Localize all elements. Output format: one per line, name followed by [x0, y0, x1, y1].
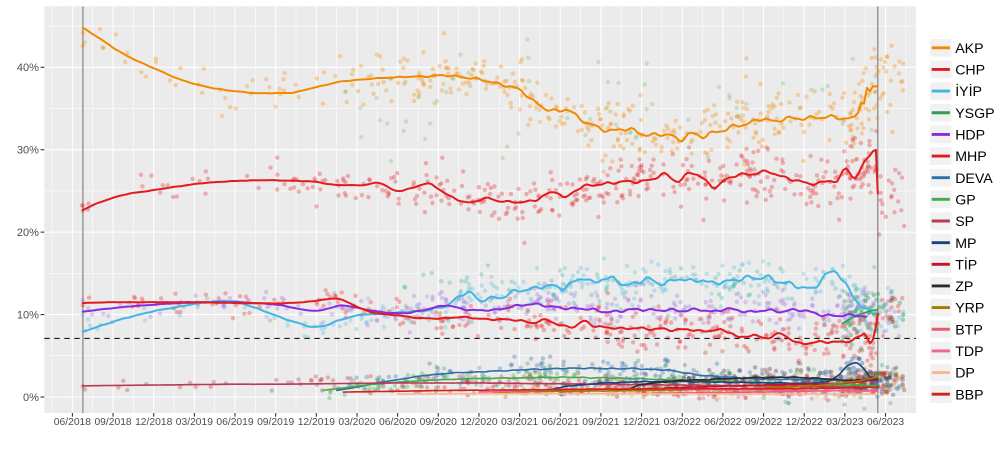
svg-text:03/2019: 03/2019 [176, 417, 213, 428]
svg-text:06/2021: 06/2021 [542, 417, 579, 428]
svg-text:YSGP: YSGP [955, 106, 994, 122]
svg-text:03/2021: 03/2021 [501, 417, 538, 428]
svg-text:06/2019: 06/2019 [216, 417, 253, 428]
svg-text:09/2020: 09/2020 [420, 417, 457, 428]
svg-text:03/2022: 03/2022 [664, 417, 701, 428]
svg-text:BBP: BBP [955, 387, 983, 403]
svg-text:MP: MP [955, 236, 976, 252]
svg-text:12/2018: 12/2018 [135, 417, 172, 428]
svg-text:10%: 10% [17, 309, 39, 321]
svg-text:03/2023: 03/2023 [826, 417, 863, 428]
svg-text:12/2019: 12/2019 [298, 417, 335, 428]
svg-text:06/2020: 06/2020 [379, 417, 416, 428]
svg-text:30%: 30% [17, 145, 39, 157]
svg-text:06/2023: 06/2023 [867, 417, 904, 428]
svg-text:DP: DP [955, 366, 975, 382]
svg-text:12/2021: 12/2021 [623, 417, 660, 428]
svg-text:06/2022: 06/2022 [704, 417, 741, 428]
svg-text:DEVA: DEVA [955, 171, 993, 187]
svg-text:0%: 0% [23, 392, 39, 404]
svg-text:20%: 20% [17, 227, 39, 239]
svg-text:İYİP: İYİP [955, 82, 982, 100]
svg-text:AKP: AKP [955, 41, 983, 57]
svg-text:TDP: TDP [955, 344, 983, 360]
svg-text:TİP: TİP [955, 255, 977, 273]
svg-text:40%: 40% [17, 62, 39, 74]
svg-text:SP: SP [955, 214, 974, 230]
svg-text:09/2022: 09/2022 [745, 417, 782, 428]
svg-text:HDP: HDP [955, 128, 985, 144]
svg-text:09/2018: 09/2018 [94, 417, 131, 428]
svg-text:12/2022: 12/2022 [786, 417, 823, 428]
svg-text:BTP: BTP [955, 322, 983, 338]
svg-text:09/2019: 09/2019 [257, 417, 294, 428]
svg-text:CHP: CHP [955, 63, 985, 79]
svg-text:12/2020: 12/2020 [460, 417, 497, 428]
svg-text:MHP: MHP [955, 149, 987, 165]
svg-text:09/2021: 09/2021 [582, 417, 619, 428]
svg-text:ZP: ZP [955, 279, 973, 295]
svg-text:03/2020: 03/2020 [338, 417, 375, 428]
svg-text:06/2018: 06/2018 [54, 417, 91, 428]
svg-text:YRP: YRP [955, 301, 984, 317]
svg-text:GP: GP [955, 192, 976, 208]
